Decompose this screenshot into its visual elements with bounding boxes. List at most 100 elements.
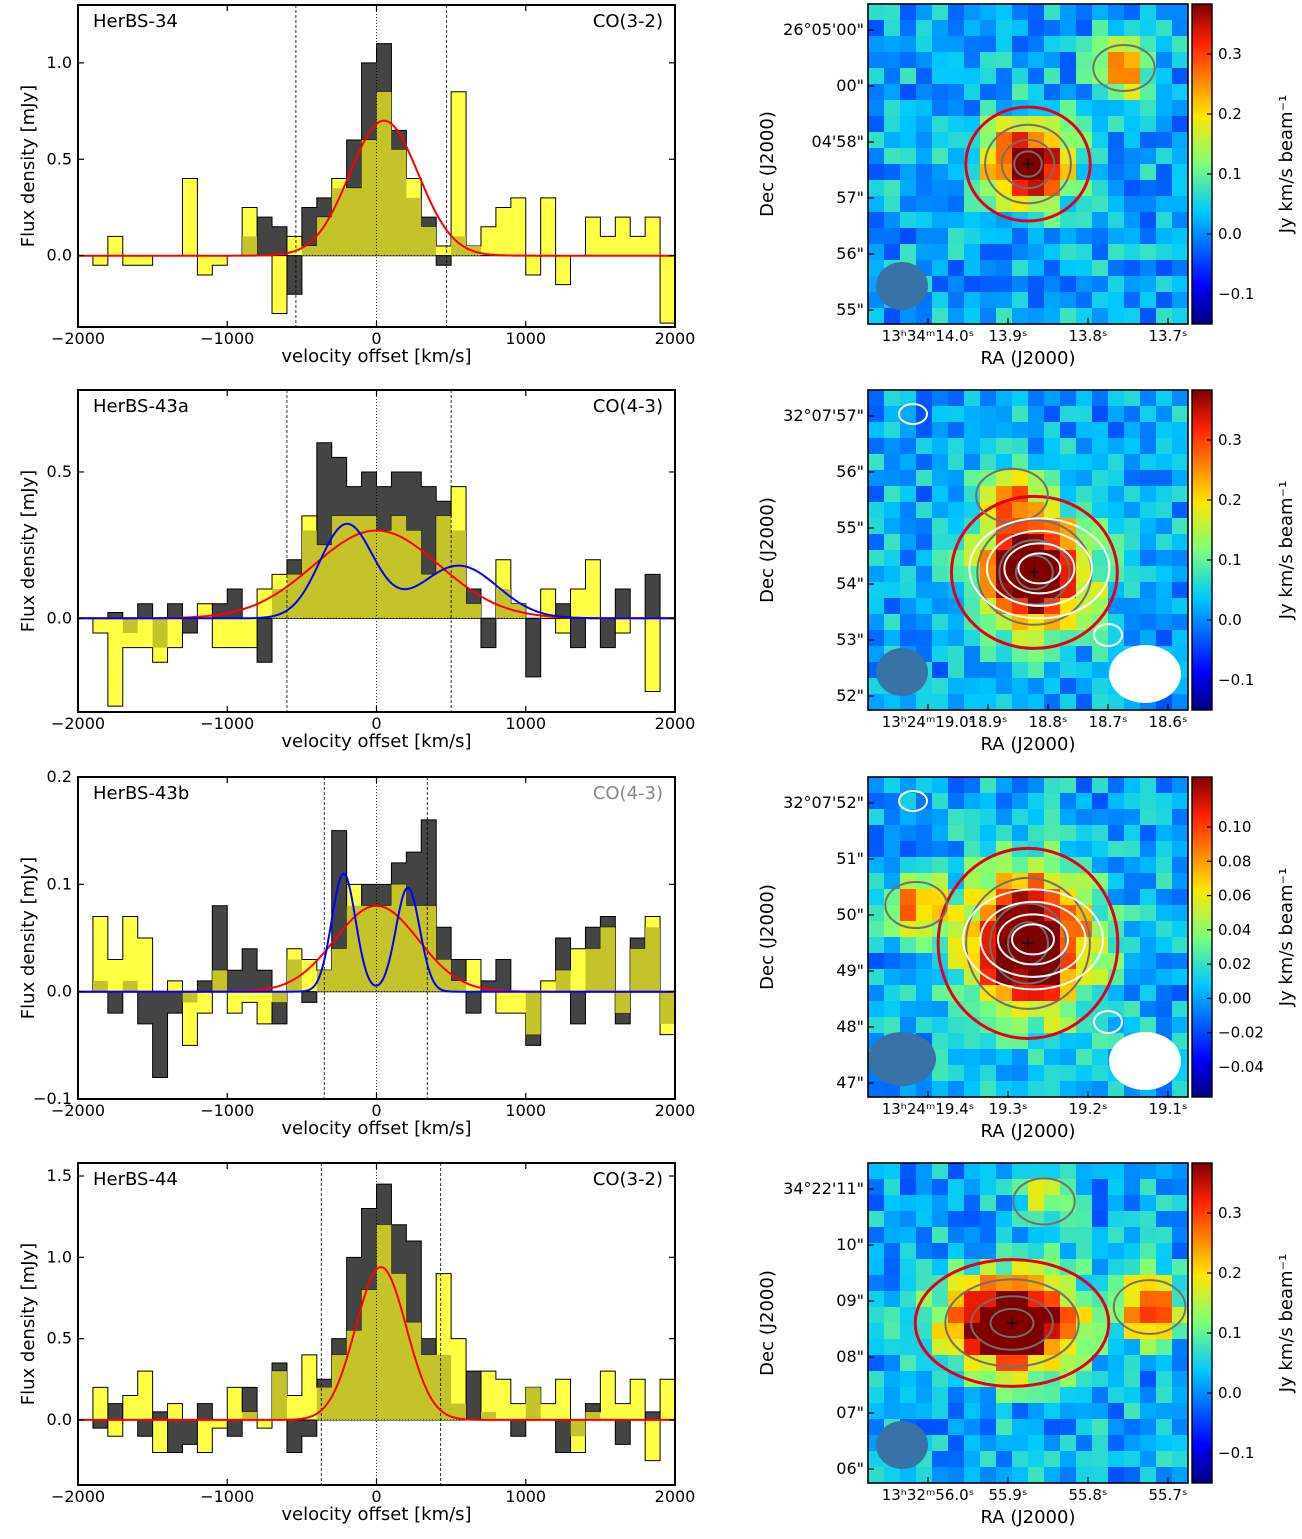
map-pixel — [1060, 793, 1077, 810]
map-pixel — [996, 694, 1013, 710]
map-pixel — [964, 1275, 981, 1292]
map-pixel — [980, 454, 997, 471]
map-pixel — [1044, 1017, 1061, 1034]
map-pixel — [1092, 180, 1109, 197]
map-pixel — [948, 1403, 965, 1420]
map-pixel — [1076, 662, 1093, 679]
map-pixel — [884, 793, 901, 810]
map-outer-contour — [913, 1258, 1111, 1388]
map-pixel — [1092, 502, 1109, 519]
map-pixel — [1060, 4, 1077, 21]
map-pixel — [1124, 534, 1141, 551]
map-pixel — [1172, 857, 1188, 874]
map-pixel — [1140, 4, 1157, 21]
map-pixel — [964, 1339, 981, 1356]
map-pixel — [1092, 260, 1109, 277]
map-pixel — [996, 1065, 1013, 1082]
map-pixel — [1172, 1467, 1188, 1483]
map-pixel — [1028, 1467, 1045, 1483]
map-pixel — [1076, 1227, 1093, 1244]
map-y-tick-label: 07" — [836, 1403, 864, 1422]
map-pixel — [948, 180, 965, 197]
map-pixel — [1156, 502, 1173, 519]
map-pixel — [1156, 84, 1173, 101]
map-pixel — [1012, 953, 1029, 970]
map-pixel — [948, 1211, 965, 1228]
map-pixel — [916, 228, 933, 245]
map-pixel — [1108, 1179, 1125, 1196]
map-pixel — [1076, 422, 1093, 439]
map-pixel — [1140, 825, 1157, 842]
map-pixel — [1156, 36, 1173, 53]
map-pixel — [996, 68, 1013, 85]
map-pixel — [1124, 566, 1141, 583]
map-pixel — [1044, 52, 1061, 69]
map-pixel — [900, 4, 917, 21]
map-pixel — [1076, 1307, 1093, 1324]
map-pixel — [964, 873, 981, 890]
map-pixel — [1028, 1163, 1045, 1180]
map-pixel — [964, 1195, 981, 1212]
map-pixel — [948, 1163, 965, 1180]
map-pixel — [868, 1259, 885, 1276]
map-pixel — [1060, 148, 1077, 165]
map-pixel — [1076, 406, 1093, 423]
map-pixel — [1124, 454, 1141, 471]
map-pixel — [1060, 68, 1077, 85]
map-pixel — [1092, 132, 1109, 149]
map-pixel — [964, 20, 981, 37]
map-y-tick-label: 32°07'52" — [783, 793, 864, 812]
map-contour — [884, 880, 948, 930]
map-pixel — [1108, 260, 1125, 277]
map-pixel — [916, 630, 933, 647]
co-beam — [876, 262, 928, 310]
map-pixel — [1012, 1435, 1029, 1452]
map-pixel — [1092, 228, 1109, 245]
map-pixel — [868, 550, 885, 567]
map-pixel — [1028, 454, 1045, 471]
map-pixel — [1092, 1033, 1109, 1050]
map-pixel — [1092, 1211, 1109, 1228]
map-pixel — [1140, 1227, 1157, 1244]
y-tick-label: 0.2 — [47, 767, 72, 786]
map-pixel — [1076, 694, 1093, 710]
map-pixel — [1156, 1467, 1173, 1483]
map-pixel — [1060, 889, 1077, 906]
map-pixel — [1140, 793, 1157, 810]
map-pixel — [964, 308, 981, 324]
map-pixel — [1108, 4, 1125, 21]
map-pixel — [980, 1403, 997, 1420]
map-pixel — [1156, 582, 1173, 599]
colorbar-tick-label: 0.10 — [1218, 818, 1251, 836]
map-pixel — [884, 873, 901, 890]
map-pixel — [1012, 1033, 1029, 1050]
map-pixel — [1092, 100, 1109, 117]
map-pixel — [884, 100, 901, 117]
map-pixel — [964, 598, 981, 615]
map-pixel — [1060, 1033, 1077, 1050]
map-pixel — [1044, 292, 1061, 309]
map-pixel — [1140, 36, 1157, 53]
map-pixel — [1156, 406, 1173, 423]
map-pixel — [1172, 1387, 1188, 1404]
map-pixel — [1140, 260, 1157, 277]
map-pixel — [1172, 873, 1188, 890]
map-pixel — [980, 825, 997, 842]
map-pixel — [996, 1275, 1013, 1292]
map-pixel — [1124, 1195, 1141, 1212]
spectrum-panel-4: −2000 −1000 0 1000 20000.00.51.01.5velocity … — [18, 1162, 695, 1525]
map-pixel — [900, 1291, 917, 1308]
map-pixel — [980, 1081, 997, 1097]
map-pixel — [1108, 1355, 1125, 1372]
map-pixel — [900, 244, 917, 261]
map-pixel — [1140, 132, 1157, 149]
map-pixel — [980, 1179, 997, 1196]
map-pixel — [1044, 646, 1061, 663]
map-pixel — [868, 985, 885, 1002]
map-x-tick-label: 19.1ˢ — [1149, 1100, 1188, 1118]
map-pixel — [916, 36, 933, 53]
map-pixel — [1028, 486, 1045, 503]
map-pixel — [980, 809, 997, 826]
map-pixel — [900, 212, 917, 229]
map-pixel — [932, 1065, 949, 1082]
